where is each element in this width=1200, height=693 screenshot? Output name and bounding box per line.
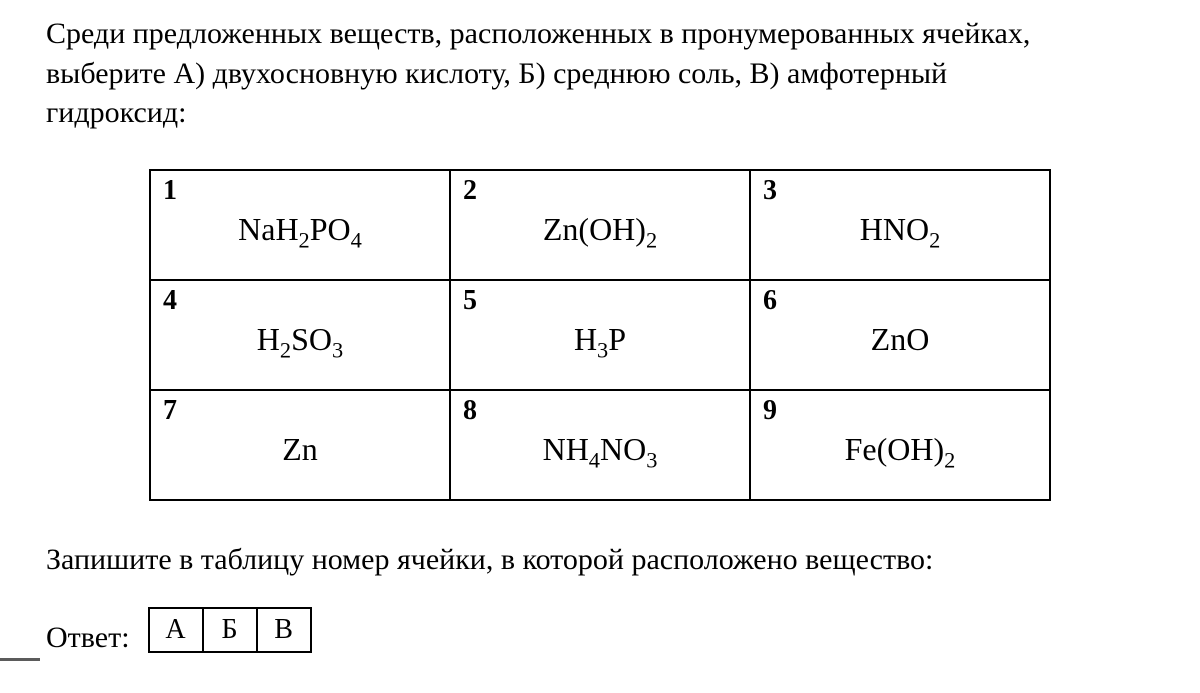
answer-header-v: В (257, 608, 311, 652)
cell-1: 1 NaH2PO4 (150, 170, 450, 280)
cell-number: 5 (463, 285, 477, 317)
cell-formula: Zn(OH)2 (451, 211, 749, 248)
substances-table: 1 NaH2PO4 2 Zn(OH)2 3 HNO2 4 H2SO3 5 H3P (149, 169, 1051, 501)
cell-number: 6 (763, 285, 777, 317)
cell-5: 5 H3P (450, 280, 750, 390)
cell-3: 3 HNO2 (750, 170, 1050, 280)
exercise-page: Среди предложенных веществ, расположенны… (0, 0, 1200, 653)
cell-formula: ZnO (751, 321, 1049, 358)
cell-formula: HNO2 (751, 211, 1049, 248)
question-line-3: гидроксид: (46, 93, 1154, 133)
question-text: Среди предложенных веществ, расположенны… (46, 14, 1154, 133)
cell-number: 9 (763, 395, 777, 427)
instruction-text: Запишите в таблицу номер ячейки, в котор… (46, 543, 1154, 577)
cell-9: 9 Fe(OH)2 (750, 390, 1050, 500)
cell-number: 4 (163, 285, 177, 317)
cell-4: 4 H2SO3 (150, 280, 450, 390)
cell-number: 8 (463, 395, 477, 427)
cell-7: 7 Zn (150, 390, 450, 500)
cell-formula: Zn (151, 431, 449, 468)
answer-label: Ответ: (46, 621, 130, 655)
cell-number: 3 (763, 175, 777, 207)
answer-block: Ответ: А Б В (46, 607, 1154, 653)
cell-8: 8 NH4NO3 (450, 390, 750, 500)
answer-header-a: А (149, 608, 203, 652)
cell-formula: NH4NO3 (451, 431, 749, 468)
cell-formula: H3P (451, 321, 749, 358)
cell-number: 7 (163, 395, 177, 427)
cell-formula: H2SO3 (151, 321, 449, 358)
cell-number: 2 (463, 175, 477, 207)
question-line-2: выберите А) двухосновную кислоту, Б) сре… (46, 54, 1154, 94)
cell-6: 6 ZnO (750, 280, 1050, 390)
cell-number: 1 (163, 175, 177, 207)
question-line-1: Среди предложенных веществ, расположенны… (46, 14, 1154, 54)
cell-formula: NaH2PO4 (151, 211, 449, 248)
cell-2: 2 Zn(OH)2 (450, 170, 750, 280)
cell-formula: Fe(OH)2 (751, 431, 1049, 468)
answer-table: А Б В (148, 607, 312, 653)
answer-header-b: Б (203, 608, 257, 652)
